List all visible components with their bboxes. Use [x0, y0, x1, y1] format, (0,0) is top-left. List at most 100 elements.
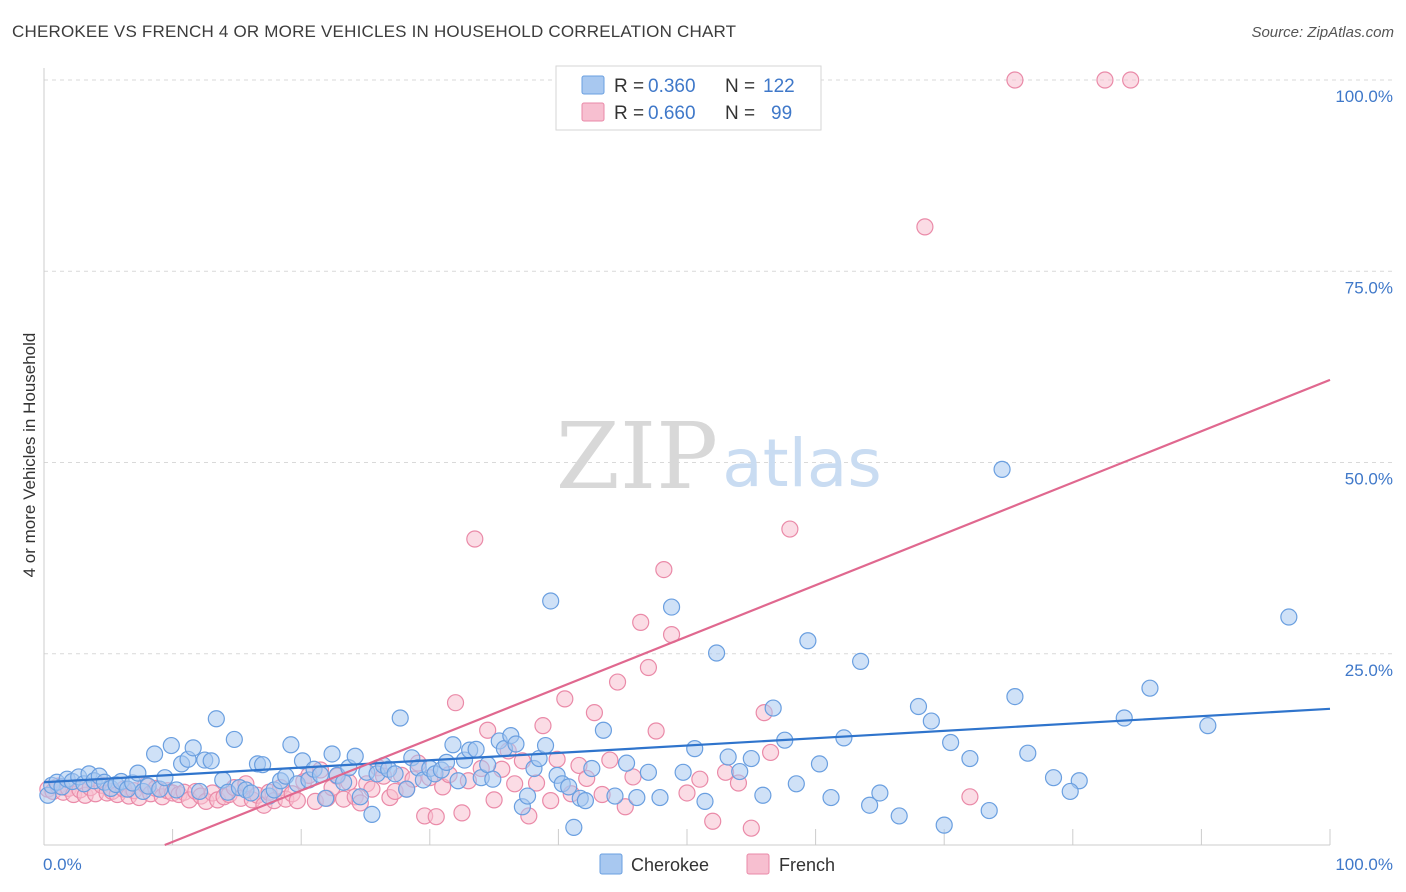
cherokee-point-128: [1044, 769, 1063, 787]
series-legend: Cherokee French: [599, 853, 835, 875]
french-point-97: [624, 768, 642, 786]
french-point-96: [616, 798, 634, 816]
french-point-69: [427, 808, 445, 826]
cherokee-point-125: [961, 749, 979, 768]
french-point-112: [1006, 71, 1024, 89]
cherokee-point-133: [1019, 744, 1037, 762]
cherokee-point-37: [242, 784, 260, 802]
french-point-85: [534, 717, 552, 735]
cherokee-point-104: [674, 763, 692, 781]
french-point-86: [542, 792, 560, 810]
cherokee-point-115: [799, 632, 817, 650]
stats-legend: R = 0.360 N = 122 R = 0.660 N = 99: [555, 65, 822, 131]
cherokee-point-56: [351, 788, 369, 806]
axes: [43, 68, 1331, 846]
cherokee-n-value: 122: [763, 76, 795, 97]
cherokee-point-55: [346, 747, 364, 765]
grid-lines: [44, 79, 1393, 655]
french-n-value: 99: [771, 103, 792, 124]
french-point-111: [961, 788, 979, 806]
french-point-107: [742, 819, 760, 837]
cherokee-point-130: [1115, 709, 1133, 727]
cherokee-point-50: [317, 789, 335, 807]
french-r-label: R =: [614, 103, 644, 124]
cherokee-point-64: [398, 780, 416, 798]
cherokee-point-83: [507, 735, 525, 753]
cherokee-point-134: [1141, 679, 1159, 697]
cherokee-point-136: [993, 460, 1011, 478]
cherokee-point-112: [764, 699, 782, 717]
cherokee-point-58: [363, 805, 381, 824]
cherokee-point-72: [444, 736, 462, 754]
cherokee-point-126: [980, 801, 998, 820]
cherokee-point-22: [156, 769, 174, 787]
cherokee-point-31: [207, 710, 225, 728]
cherokee-point-122: [909, 697, 928, 716]
cherokee-point-108: [719, 748, 737, 766]
cherokee-point-105: [686, 740, 704, 758]
french-point-103: [678, 784, 696, 802]
french-point-95: [608, 673, 627, 691]
legend-swatch-french: [746, 853, 770, 875]
legend-swatch-cherokee: [599, 853, 623, 875]
french-point-99: [639, 658, 658, 677]
watermark-zip: ZIP: [556, 403, 718, 510]
watermark: ZIP atlas: [556, 403, 882, 510]
cherokee-point-93: [565, 818, 583, 837]
french-r-value: 0.660: [648, 103, 696, 124]
cherokee-point-103: [662, 598, 681, 616]
cherokee-point-106: [696, 792, 714, 810]
cherokee-point-137: [935, 816, 953, 834]
cherokee-point-17: [129, 764, 147, 782]
legend-label-french: French: [779, 855, 835, 875]
cherokee-point-96: [583, 759, 601, 778]
cherokee-point-135: [1061, 782, 1079, 801]
french-swatch: [581, 102, 605, 122]
watermark-atlas: atlas: [722, 425, 882, 502]
cherokee-point-121: [890, 807, 908, 825]
y-tick-label-0: 25.0%: [1345, 661, 1393, 680]
cherokee-point-76: [467, 740, 485, 758]
chart-title: CHEROKEE VS FRENCH 4 OR MORE VEHICLES IN…: [12, 22, 737, 41]
source-label: Source: ZipAtlas.com: [1251, 24, 1394, 41]
cherokee-point-124: [942, 733, 960, 752]
french-point-88: [556, 690, 574, 708]
french-trend-line: [164, 378, 1331, 847]
french-point-94: [601, 751, 619, 769]
cherokee-point-100: [628, 788, 646, 807]
cherokee-trend-line: [43, 707, 1331, 784]
cherokee-point-73: [449, 772, 467, 790]
french-point-110: [916, 218, 934, 236]
x-tick-label-max: 100.0%: [1335, 855, 1393, 874]
cherokee-point-44: [282, 736, 300, 754]
cherokee-point-63: [391, 709, 409, 727]
french-point-77: [479, 721, 497, 739]
y-tick-label-3: 100.0%: [1335, 87, 1393, 106]
french-point-104: [704, 812, 722, 830]
french-point-92: [585, 704, 604, 722]
cherokee-point-88: [536, 736, 555, 755]
cherokee-swatch: [581, 75, 605, 95]
cherokee-point-99: [617, 754, 636, 772]
cherokee-point-79: [484, 770, 502, 788]
cherokee-point-95: [576, 792, 595, 810]
cherokee-n-label: N =: [725, 76, 755, 97]
cherokee-point-34: [225, 730, 243, 749]
cherokee-point-111: [754, 786, 772, 804]
cherokee-point-119: [852, 652, 870, 671]
cherokee-r-label: R =: [614, 76, 644, 97]
cherokee-point-127: [1006, 687, 1024, 706]
cherokee-point-97: [594, 721, 613, 739]
cherokee-point-23: [162, 736, 180, 755]
stats-row-french: R = 0.660 N = 99: [581, 102, 792, 124]
cherokee-point-132: [1280, 608, 1298, 626]
legend-label-cherokee: Cherokee: [631, 855, 709, 875]
cherokee-point-107: [707, 644, 726, 662]
x-tick-labels: 0.0% 100.0%: [43, 855, 1393, 874]
cherokee-point-102: [651, 788, 669, 807]
cherokee-point-116: [810, 755, 829, 773]
french-point-72: [446, 694, 465, 712]
y-tick-labels: 25.0% 50.0% 75.0% 100.0%: [1335, 87, 1393, 680]
french-point-114: [1122, 71, 1140, 89]
